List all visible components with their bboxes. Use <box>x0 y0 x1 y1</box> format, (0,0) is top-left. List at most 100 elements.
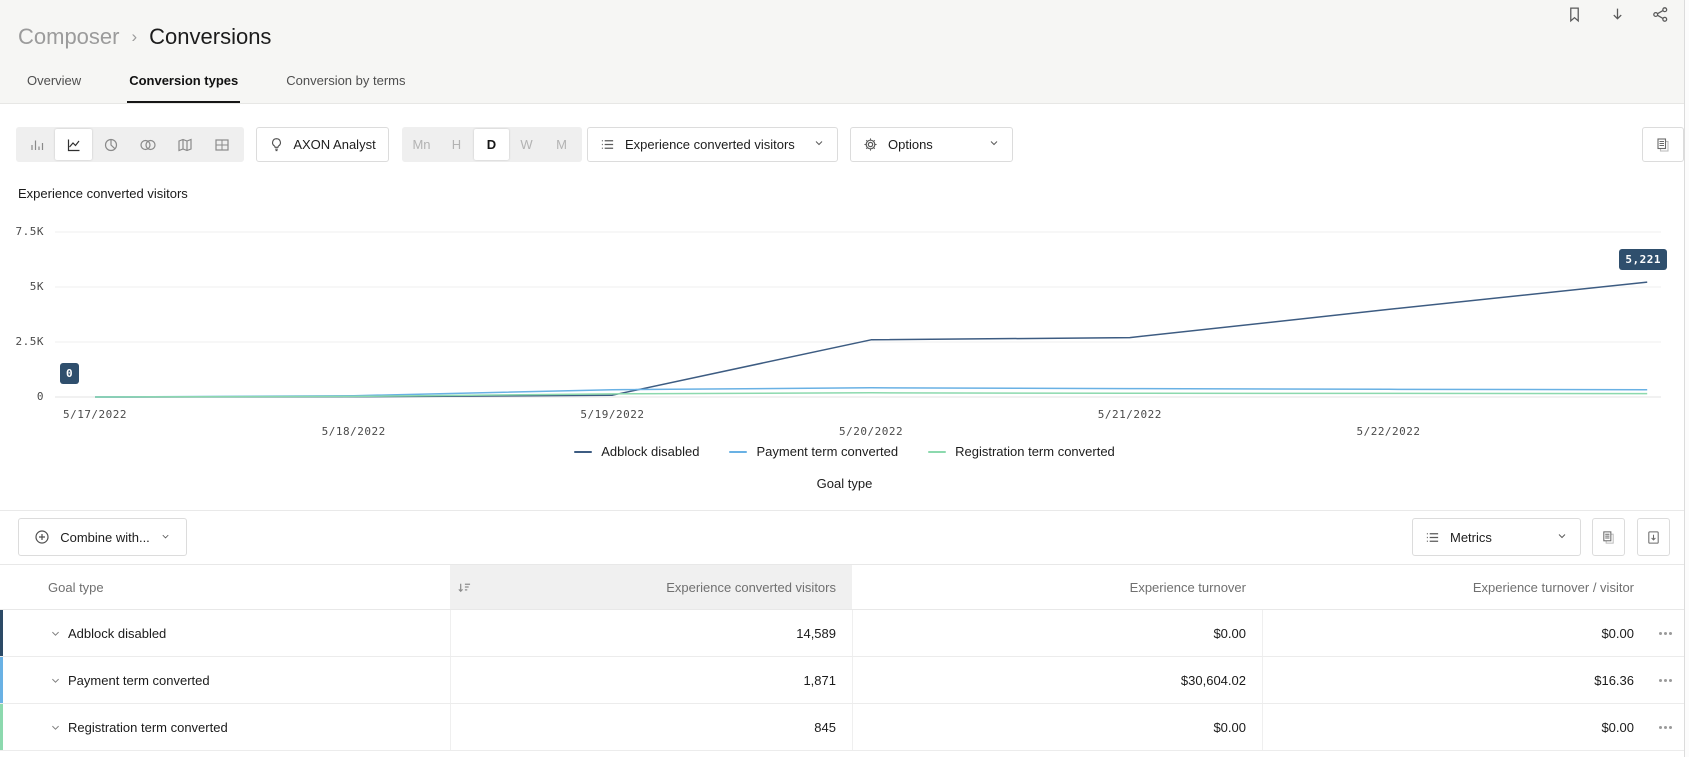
map-icon[interactable] <box>166 129 203 160</box>
tab-overview[interactable]: Overview <box>27 73 82 88</box>
legend-dash-icon <box>928 450 947 453</box>
series-line-registration-term-converted <box>94 392 1648 398</box>
column-header-experience-turnover-per-visitor[interactable]: Experience turnover / visitor <box>1472 579 1634 595</box>
data-point-badge-start: 0 <box>60 363 80 384</box>
column-divider <box>1262 704 1263 750</box>
data-table-view-button[interactable] <box>1642 127 1684 162</box>
scrollbar[interactable] <box>1684 0 1689 757</box>
tab-conversion-types[interactable]: Conversion types <box>127 63 241 103</box>
top-header: Composer › Conversions Overview Conversi… <box>0 0 1689 104</box>
row-accent-bar <box>0 610 3 656</box>
breadcrumb-parent[interactable]: Composer <box>18 24 120 49</box>
legend-dash-icon <box>574 450 593 453</box>
breadcrumb: Composer › Conversions <box>18 24 271 50</box>
row-actions-button[interactable] <box>1650 704 1680 750</box>
bookmark-icon[interactable] <box>1566 6 1583 23</box>
pie-chart-icon[interactable] <box>92 129 129 160</box>
legend-item[interactable]: Payment term converted <box>729 444 898 459</box>
table-row[interactable]: Payment term converted 1,871 $30,604.02 $16… <box>0 657 1689 704</box>
copy-table-button[interactable] <box>1592 518 1625 556</box>
granularity-switcher: Mn H D W M <box>402 127 582 162</box>
sort-descending-icon[interactable] <box>456 565 471 609</box>
combine-with-label: Combine with... <box>60 529 150 545</box>
metric-selector-dropdown[interactable]: Experience converted visitors <box>587 127 838 162</box>
lightbulb-icon <box>272 138 282 152</box>
cell-experience-converted-visitors: 1,871 <box>803 672 836 688</box>
options-label: Options <box>888 137 933 152</box>
row-accent-bar <box>0 657 3 703</box>
chevron-down-icon <box>988 137 1000 152</box>
chevron-down-icon[interactable] <box>50 704 61 750</box>
legend-label: Adblock disabled <box>601 444 700 459</box>
y-tick-label: 2.5K <box>15 335 44 348</box>
cell-experience-turnover: $30,604.02 <box>1180 672 1246 688</box>
table-body: Adblock disabled 14,589 $0.00 $0.00 Payment … <box>0 610 1689 751</box>
column-divider <box>450 610 451 656</box>
row-accent-bar <box>0 704 3 750</box>
combine-with-button[interactable]: Combine with... <box>18 518 187 556</box>
file-download-icon <box>1648 530 1659 544</box>
chart-type-switcher <box>16 127 244 162</box>
share-icon[interactable] <box>1652 6 1669 23</box>
legend-label: Payment term converted <box>756 444 899 459</box>
treemap-icon[interactable] <box>203 129 240 160</box>
download-icon[interactable] <box>1609 6 1626 23</box>
y-tick-label: 5K <box>29 280 44 293</box>
metrics-dropdown[interactable]: Metrics <box>1412 518 1581 556</box>
tabs: Overview Conversion types Conversion by … <box>25 63 408 103</box>
chevron-down-icon[interactable] <box>50 610 61 656</box>
venn-diagram-icon[interactable] <box>129 129 166 160</box>
column-header-experience-converted-visitors[interactable]: Experience converted visitors <box>666 579 836 595</box>
row-label: Registration term converted <box>68 719 228 735</box>
line-chart <box>55 231 1661 398</box>
row-actions-button[interactable] <box>1650 610 1680 656</box>
page-title: Conversions <box>149 24 272 49</box>
column-divider <box>1262 610 1263 656</box>
list-icon <box>1426 532 1439 542</box>
column-divider <box>852 657 853 703</box>
column-divider <box>852 610 853 656</box>
chevron-down-icon <box>813 137 825 152</box>
x-tick-label: 5/20/2022 <box>839 425 904 438</box>
x-tick-label: 5/21/2022 <box>1097 408 1162 421</box>
granularity-d[interactable]: D <box>474 129 509 160</box>
granularity-w[interactable]: W <box>520 137 533 152</box>
line-chart-icon[interactable] <box>55 129 92 160</box>
legend-item[interactable]: Registration term converted <box>928 444 1115 459</box>
table-row[interactable]: Adblock disabled 14,589 $0.00 $0.00 <box>0 610 1689 657</box>
row-label: Payment term converted <box>68 672 210 688</box>
column-divider <box>450 657 451 703</box>
column-divider <box>450 704 451 750</box>
table-row[interactable]: Registration term converted 845 $0.00 $0.00 <box>0 704 1689 751</box>
y-tick-label: 7.5K <box>15 225 44 238</box>
tab-conversion-by-terms[interactable]: Conversion by terms <box>286 73 406 88</box>
granularity-m[interactable]: M <box>556 137 567 152</box>
metrics-label: Metrics <box>1450 529 1492 545</box>
legend-dash-icon <box>729 450 748 453</box>
column-header-goal-type[interactable]: Goal type <box>48 579 104 595</box>
bar-chart-icon[interactable] <box>18 129 55 160</box>
legend-title: Goal type <box>816 476 873 491</box>
column-divider <box>1262 657 1263 703</box>
column-header-experience-turnover[interactable]: Experience turnover <box>1129 579 1246 595</box>
series-line-payment-term-converted <box>94 387 1648 398</box>
chevron-down-icon[interactable] <box>50 657 61 703</box>
y-tick-label: 0 <box>36 390 44 403</box>
granularity-mn[interactable]: Mn <box>412 137 431 152</box>
row-actions-button[interactable] <box>1650 657 1680 703</box>
gear-icon <box>864 138 877 151</box>
chevron-down-icon <box>1556 530 1568 545</box>
legend-label: Registration term converted <box>955 444 1115 459</box>
download-table-button[interactable] <box>1637 518 1670 556</box>
axon-analyst-button[interactable]: AXON Analyst <box>256 127 389 162</box>
list-icon <box>601 140 614 149</box>
cell-experience-turnover-per-visitor: $0.00 <box>1601 625 1634 641</box>
legend-item[interactable]: Adblock disabled <box>574 444 699 459</box>
options-dropdown[interactable]: Options <box>850 127 1013 162</box>
granularity-h[interactable]: H <box>451 137 462 152</box>
report-icon <box>1603 530 1614 544</box>
series-line-adblock-disabled <box>94 281 1648 398</box>
metric-selector-label: Experience converted visitors <box>625 137 795 152</box>
x-tick-label: 5/18/2022 <box>321 425 386 438</box>
